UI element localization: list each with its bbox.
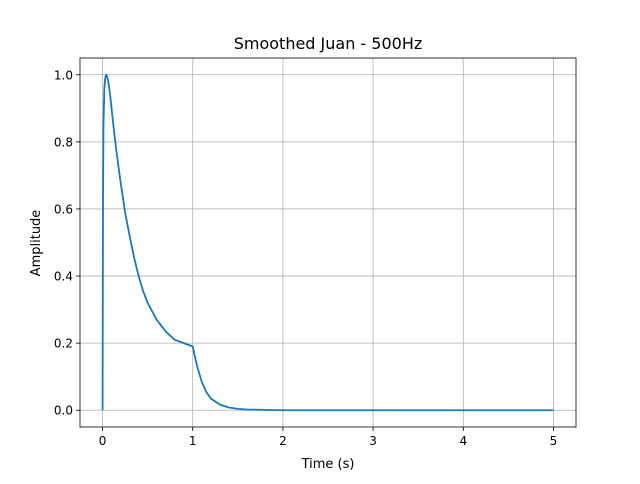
series-layer xyxy=(101,73,554,412)
y-tick-label: 0.4 xyxy=(54,270,73,284)
y-axis-label: Amplitude xyxy=(29,210,44,277)
x-axis-label: Time (s) xyxy=(301,457,355,472)
x-tick-label: 0 xyxy=(99,434,107,448)
x-tick-label: 2 xyxy=(279,434,287,448)
x-axis-ticks: 0 1 2 3 4 5 xyxy=(99,427,558,448)
x-tick-label: 3 xyxy=(369,434,377,448)
y-tick-label: 0.8 xyxy=(54,135,73,149)
y-tick-label: 0.6 xyxy=(54,202,73,216)
chart-title: Smoothed Juan - 500Hz xyxy=(234,34,423,53)
grid xyxy=(80,58,576,427)
y-tick-label: 0.0 xyxy=(54,404,73,418)
series-line xyxy=(101,73,554,412)
y-tick-label: 0.2 xyxy=(54,337,73,351)
x-tick-label: 1 xyxy=(189,434,197,448)
plot-frame xyxy=(79,57,577,428)
y-tick-label: 1.0 xyxy=(54,68,73,82)
y-axis-ticks: 0.0 0.2 0.4 0.6 0.8 1.0 xyxy=(54,68,80,418)
x-tick-label: 4 xyxy=(459,434,467,448)
x-tick-label: 5 xyxy=(550,434,558,448)
